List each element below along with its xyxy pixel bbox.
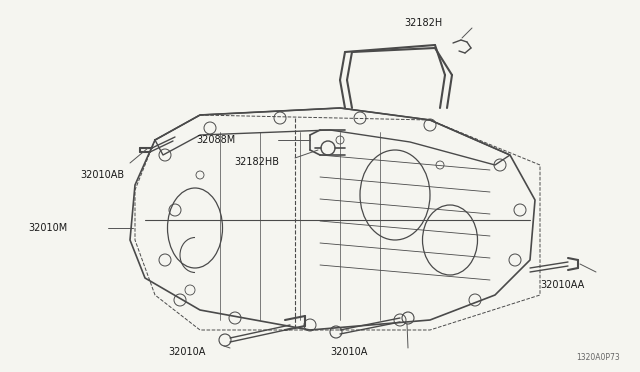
Text: 32010M: 32010M <box>28 223 67 233</box>
Text: 32010AB: 32010AB <box>80 170 124 180</box>
Text: 32088M: 32088M <box>196 135 236 145</box>
Text: 32010A: 32010A <box>168 347 205 357</box>
Text: 32010AA: 32010AA <box>540 280 584 290</box>
Text: 32182H: 32182H <box>404 18 442 28</box>
Text: 32182HB: 32182HB <box>234 157 279 167</box>
Text: 1320A0P73: 1320A0P73 <box>576 353 620 362</box>
Text: 32010A: 32010A <box>330 347 367 357</box>
